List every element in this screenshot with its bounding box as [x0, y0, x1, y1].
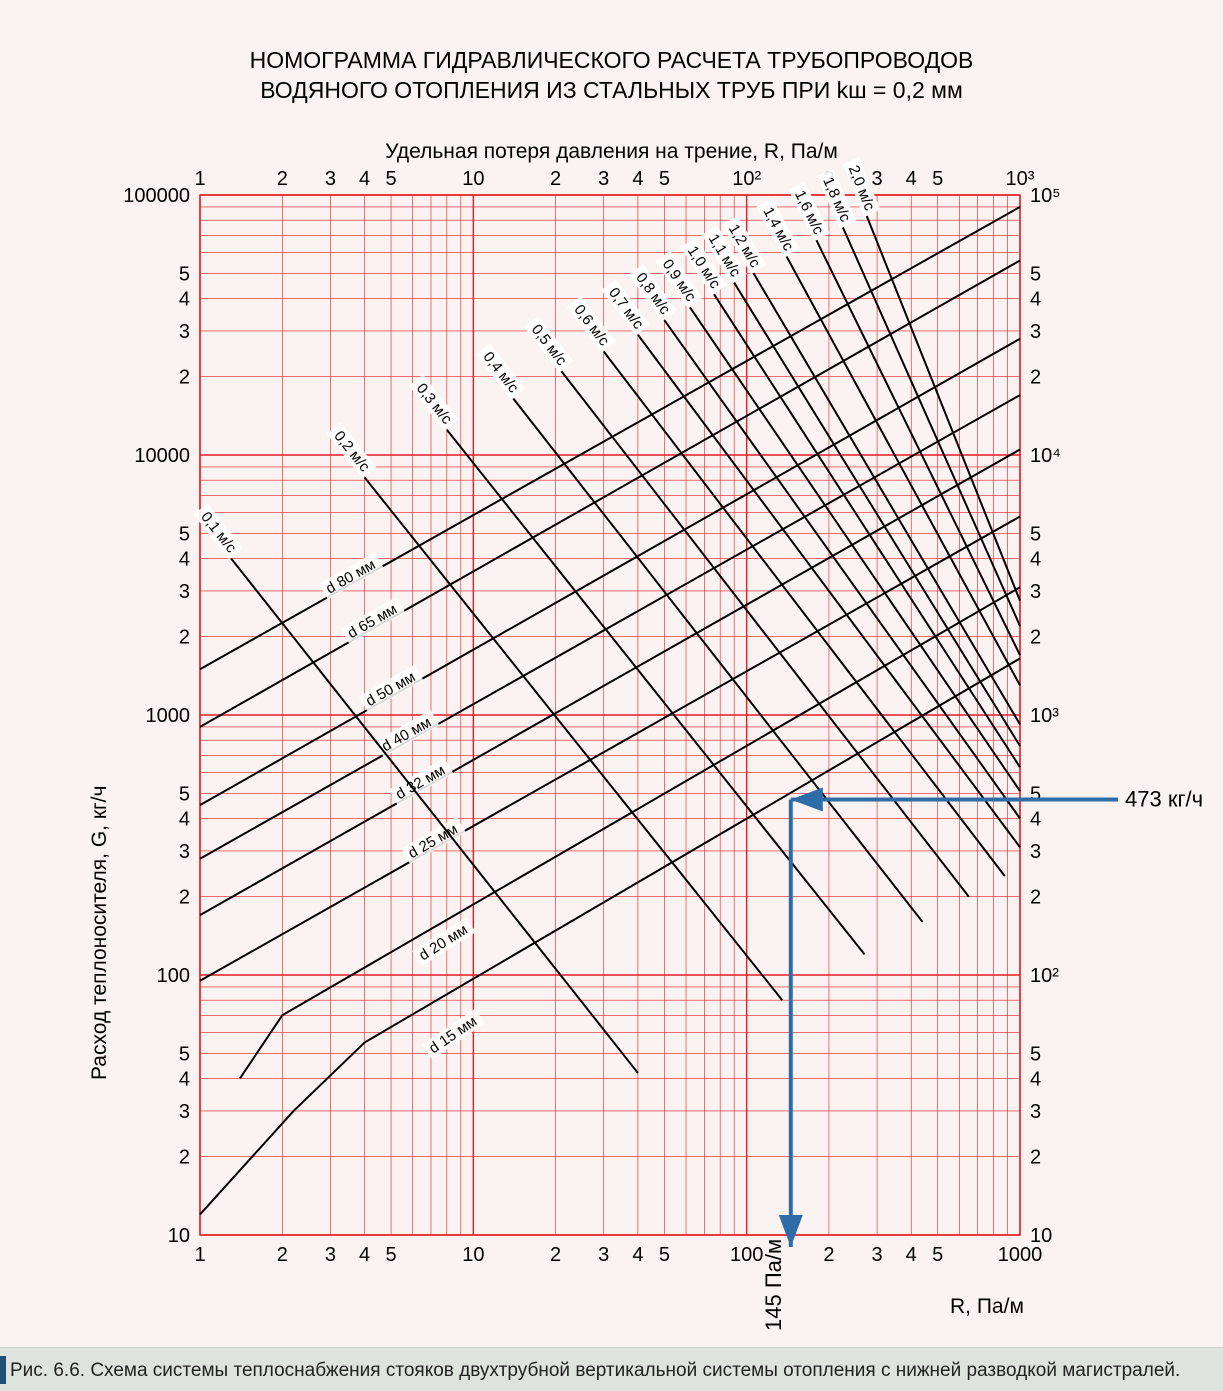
svg-text:4: 4 [1030, 808, 1041, 830]
svg-text:5: 5 [179, 523, 190, 545]
svg-text:5: 5 [179, 1043, 190, 1065]
caption-accent [0, 1356, 6, 1384]
svg-text:5: 5 [385, 168, 396, 190]
svg-text:3: 3 [598, 168, 609, 190]
svg-text:3: 3 [1030, 581, 1041, 603]
x-axis-label-bottom: R, Па/м [950, 1295, 1024, 1319]
svg-text:1: 1 [194, 1244, 205, 1266]
svg-text:1000: 1000 [146, 705, 191, 727]
svg-text:2: 2 [1030, 887, 1041, 909]
svg-text:4: 4 [1030, 288, 1041, 310]
svg-text:3: 3 [598, 1244, 609, 1266]
svg-text:1000: 1000 [998, 1244, 1043, 1266]
svg-text:10: 10 [168, 1225, 190, 1247]
svg-text:2: 2 [1030, 627, 1041, 649]
svg-text:4: 4 [906, 168, 917, 190]
svg-text:4: 4 [359, 168, 370, 190]
svg-text:2: 2 [277, 1244, 288, 1266]
svg-text:4: 4 [179, 1068, 190, 1090]
svg-text:5: 5 [659, 168, 670, 190]
svg-text:5: 5 [179, 783, 190, 805]
svg-text:3: 3 [179, 321, 190, 343]
svg-text:5: 5 [1030, 783, 1041, 805]
svg-text:10: 10 [1030, 1225, 1052, 1247]
svg-text:3: 3 [179, 1101, 190, 1123]
svg-text:10000: 10000 [134, 445, 190, 467]
svg-text:10⁴: 10⁴ [1030, 445, 1061, 467]
svg-text:4: 4 [359, 1244, 370, 1266]
svg-text:5: 5 [1030, 1043, 1041, 1065]
svg-text:10⁵: 10⁵ [1030, 185, 1061, 207]
svg-text:10: 10 [462, 168, 484, 190]
y-axis-label-left: Расход теплоносителя, G, кг/ч [88, 786, 112, 1080]
svg-text:2: 2 [823, 1244, 834, 1266]
svg-text:4: 4 [1030, 1068, 1041, 1090]
title-line-2: ВОДЯНОГО ОТОПЛЕНИЯ ИЗ СТАЛЬНЫХ ТРУБ ПРИ … [0, 76, 1223, 106]
svg-text:3: 3 [872, 168, 883, 190]
svg-text:1: 1 [194, 168, 205, 190]
svg-text:4: 4 [632, 168, 643, 190]
chart-title: НОМОГРАММА ГИДРАВЛИЧЕСКОГО РАСЧЕТА ТРУБО… [0, 46, 1223, 106]
svg-text:2: 2 [277, 168, 288, 190]
svg-text:2: 2 [179, 887, 190, 909]
svg-text:2: 2 [1030, 367, 1041, 389]
svg-text:2: 2 [179, 627, 190, 649]
figure-caption-bar: Рис. 6.6. Схема системы теплоснабжения с… [0, 1347, 1223, 1391]
svg-text:10³: 10³ [1030, 705, 1059, 727]
svg-text:3: 3 [1030, 1101, 1041, 1123]
svg-text:4: 4 [179, 548, 190, 570]
svg-text:473 кг/ч: 473 кг/ч [1125, 787, 1203, 812]
svg-text:10²: 10² [1030, 965, 1059, 987]
x-axis-label-top: Удельная потеря давления на трение, R, П… [0, 140, 1223, 164]
svg-text:5: 5 [1030, 523, 1041, 545]
nomogram-chart: 112233445510102233445510010²223344551000… [200, 195, 1020, 1265]
svg-text:5: 5 [179, 263, 190, 285]
svg-text:5: 5 [932, 168, 943, 190]
svg-text:3: 3 [872, 1244, 883, 1266]
svg-text:4: 4 [906, 1244, 917, 1266]
svg-text:3: 3 [325, 168, 336, 190]
svg-text:10²: 10² [732, 168, 761, 190]
svg-text:5: 5 [659, 1244, 670, 1266]
svg-text:100: 100 [730, 1244, 763, 1266]
svg-text:4: 4 [179, 288, 190, 310]
svg-text:5: 5 [932, 1244, 943, 1266]
svg-text:2: 2 [550, 1244, 561, 1266]
svg-text:5: 5 [385, 1244, 396, 1266]
svg-text:2: 2 [550, 168, 561, 190]
svg-text:5: 5 [1030, 263, 1041, 285]
svg-text:4: 4 [632, 1244, 643, 1266]
svg-text:2: 2 [179, 367, 190, 389]
svg-text:2: 2 [179, 1147, 190, 1169]
svg-text:3: 3 [179, 581, 190, 603]
svg-text:145 Па/м: 145 Па/м [761, 1239, 786, 1331]
svg-text:10: 10 [462, 1244, 484, 1266]
svg-text:3: 3 [1030, 321, 1041, 343]
svg-text:2: 2 [1030, 1147, 1041, 1169]
svg-text:3: 3 [179, 841, 190, 863]
svg-text:4: 4 [179, 808, 190, 830]
svg-text:4: 4 [1030, 548, 1041, 570]
svg-text:100000: 100000 [123, 185, 190, 207]
svg-text:100: 100 [157, 965, 190, 987]
figure-caption: Рис. 6.6. Схема системы теплоснабжения с… [10, 1360, 1180, 1382]
svg-text:3: 3 [325, 1244, 336, 1266]
title-line-1: НОМОГРАММА ГИДРАВЛИЧЕСКОГО РАСЧЕТА ТРУБО… [0, 46, 1223, 76]
svg-text:3: 3 [1030, 841, 1041, 863]
